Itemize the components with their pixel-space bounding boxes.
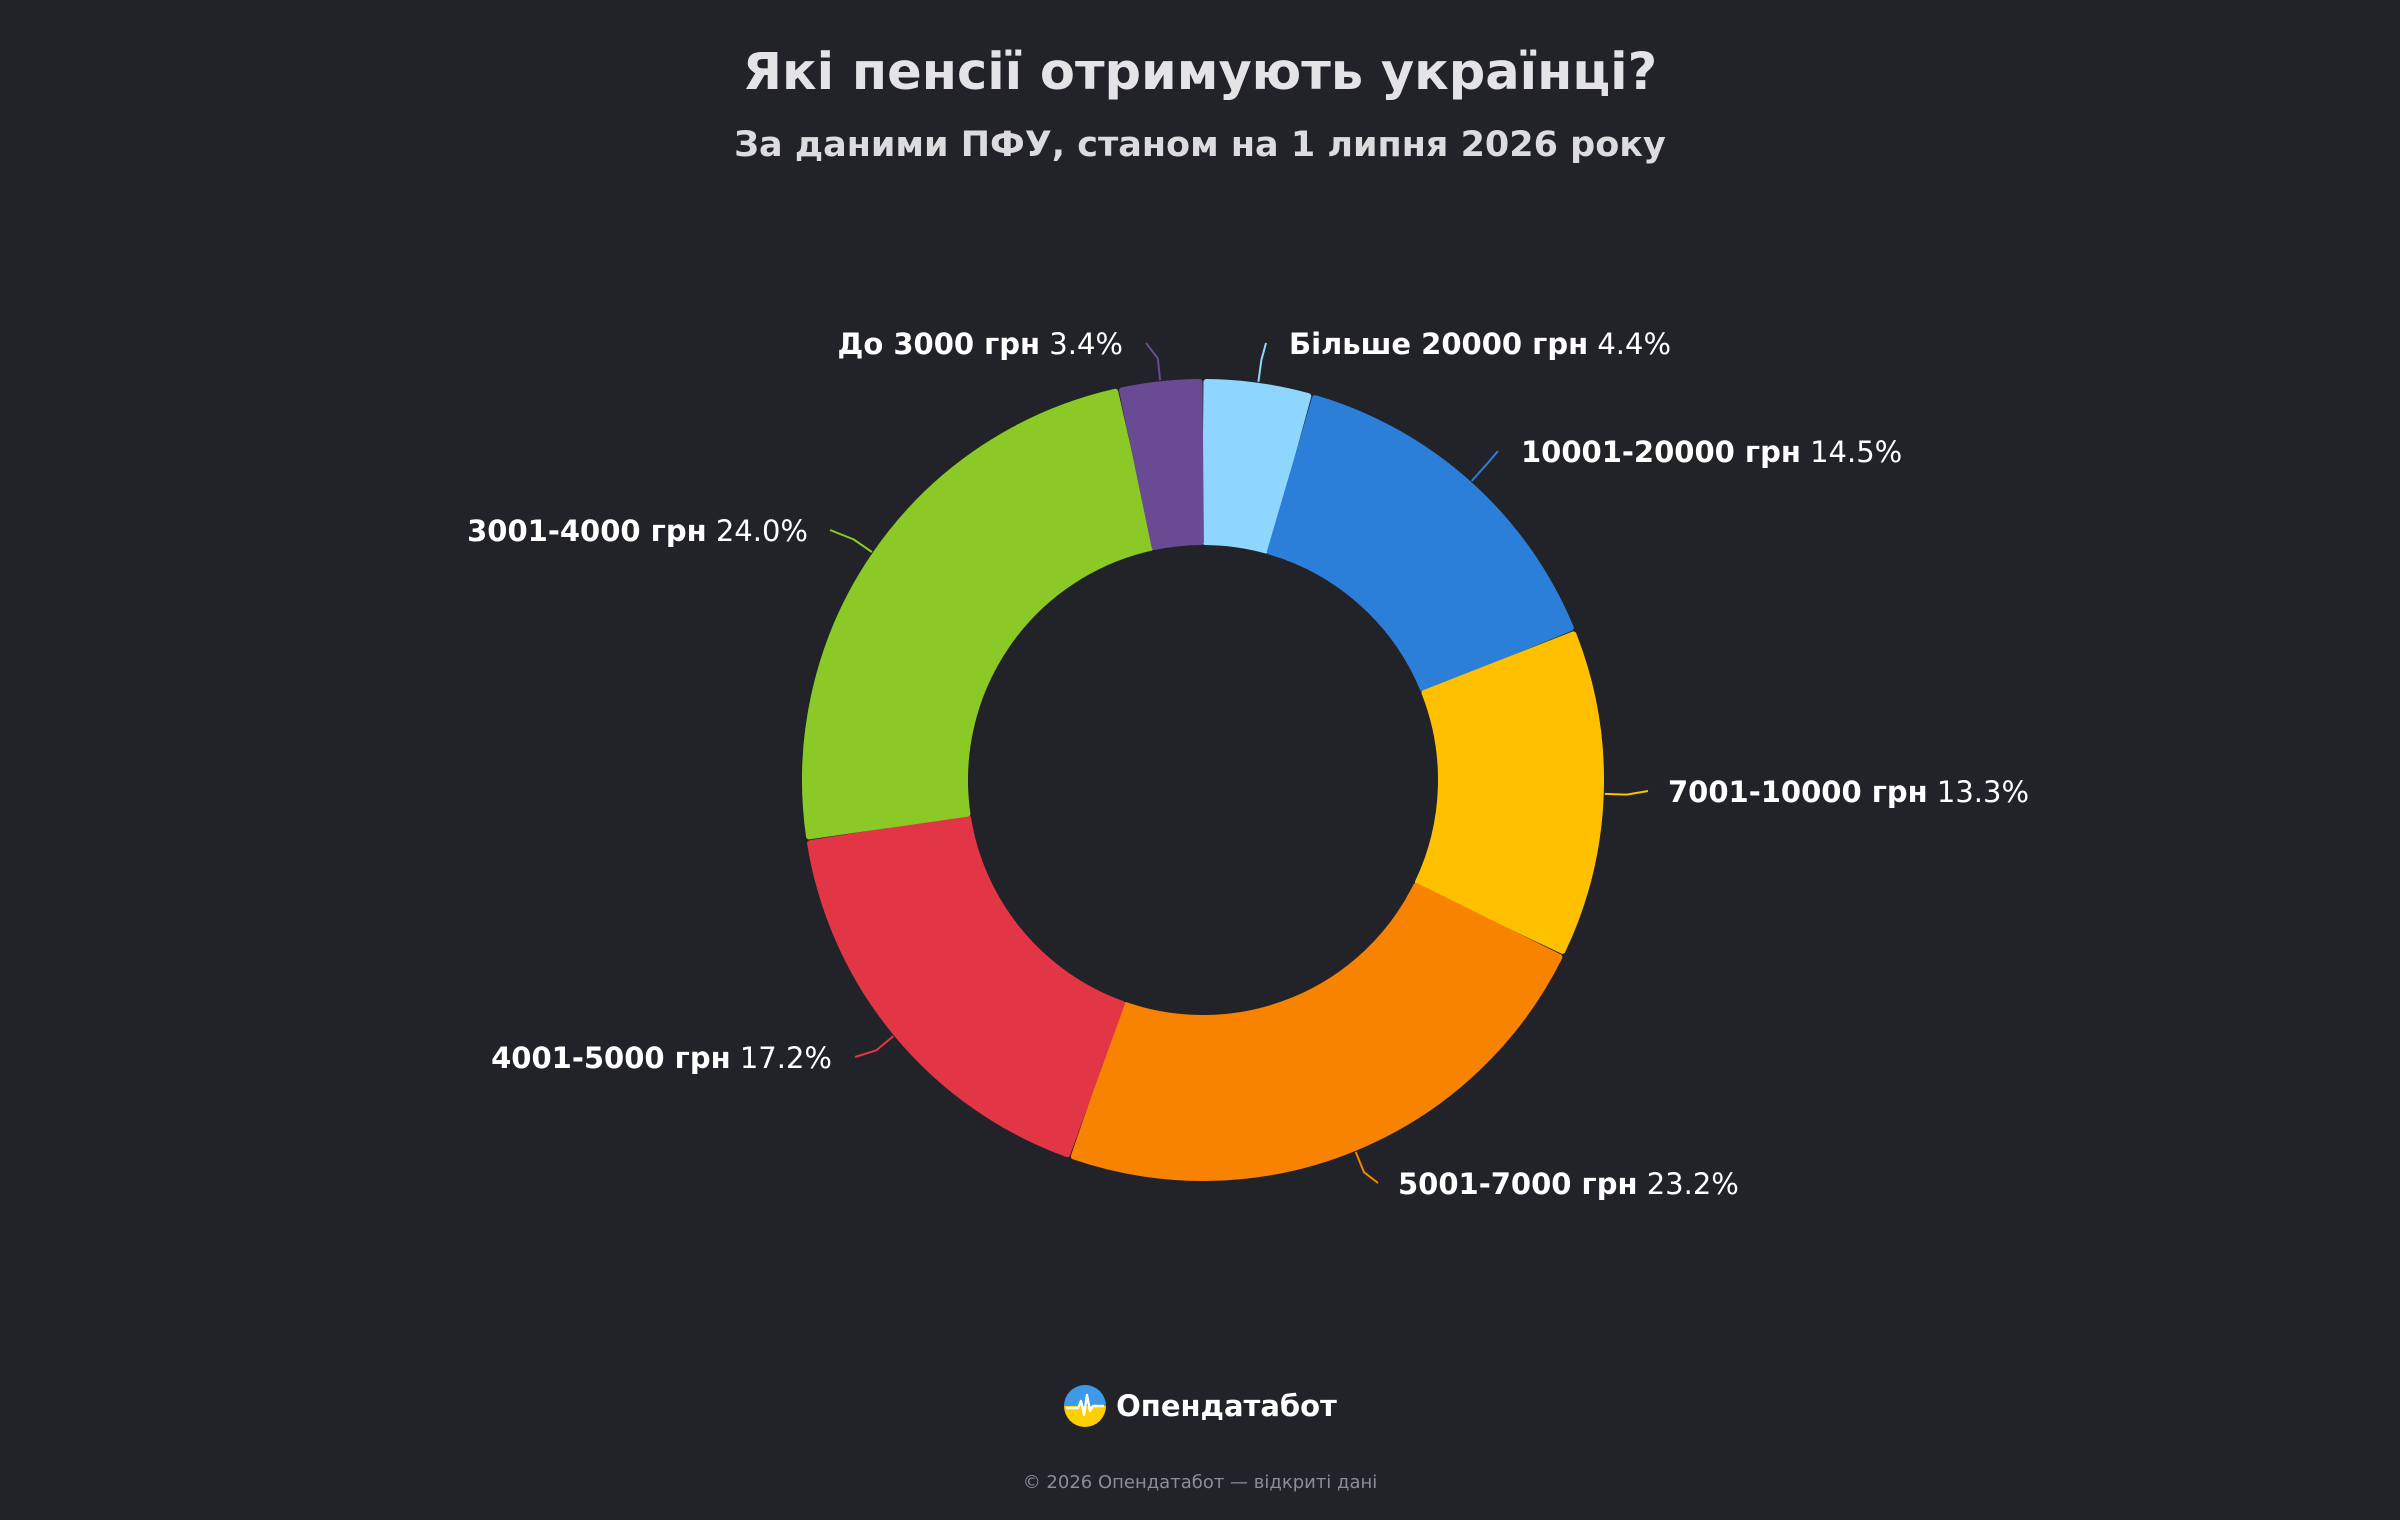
brand[interactable]: Опендатабот — [0, 1384, 2400, 1428]
slice-6[interactable] — [802, 388, 1154, 840]
slice-category-label: 5001-7000 грн — [1398, 1167, 1638, 1201]
chart-title: Які пенсії отримують українці? — [742, 43, 1658, 102]
slice-category-label: 4001-5000 грн — [491, 1041, 731, 1075]
slice-category-label: Більше 20000 грн — [1289, 327, 1588, 361]
slice-value-label: 3.4% — [1040, 327, 1123, 361]
slice-category-label: До 3000 грн — [837, 327, 1040, 361]
slice-5[interactable] — [807, 814, 1125, 1158]
slice-label-6: 3001-4000 грн 24.0% — [467, 514, 808, 548]
slice-value-label: 23.2% — [1638, 1167, 1739, 1201]
slice-category-label: 10001-20000 грн — [1521, 435, 1801, 469]
slice-label-7: До 3000 грн 3.4% — [837, 327, 1123, 361]
slice-value-label: 13.3% — [1928, 775, 2029, 809]
slice-3[interactable] — [1414, 631, 1604, 954]
leader-line-2 — [1470, 450, 1499, 482]
chart-labels: Більше 20000 грн 4.4% 10001-20000 грн 14.… — [467, 327, 2029, 1201]
ukraine-flag-heartbeat-icon — [1064, 1385, 1107, 1427]
slice-value-label: 4.4% — [1588, 327, 1671, 361]
slice-label-4: 5001-7000 грн 23.2% — [1398, 1167, 1739, 1201]
slice-label-3: 7001-10000 грн 13.3% — [1668, 775, 2029, 809]
slice-category-label: 7001-10000 грн — [1668, 775, 1928, 809]
slice-label-1: Більше 20000 грн 4.4% — [1289, 327, 1671, 361]
leader-line-7 — [1145, 342, 1162, 381]
leader-line-1 — [1257, 342, 1267, 382]
slice-4[interactable] — [1070, 882, 1563, 1181]
slice-label-5: 4001-5000 грн 17.2% — [491, 1041, 832, 1075]
leader-line-3 — [1604, 790, 1649, 796]
slice-value-label: 14.5% — [1801, 435, 1902, 469]
chart-slices — [802, 379, 1604, 1181]
leader-line-4 — [1354, 1151, 1379, 1184]
slice-7[interactable] — [1119, 379, 1204, 550]
chart-subtitle: За даними ПФУ, станом на 1 липня 2026 ро… — [734, 125, 1666, 165]
slice-value-label: 24.0% — [707, 514, 808, 548]
brand-name: Опендатабот — [1116, 1389, 1337, 1423]
footer-copyright: © 2026 Опендатабот — відкриті дані — [1022, 1472, 1378, 1493]
leader-line-5 — [854, 1035, 894, 1058]
leader-line-6 — [829, 529, 873, 553]
slice-value-label: 17.2% — [731, 1041, 832, 1075]
slice-1[interactable] — [1202, 379, 1312, 554]
slice-label-2: 10001-20000 грн 14.5% — [1521, 435, 1902, 469]
chart-leader-lines — [829, 342, 1649, 1184]
slice-2[interactable] — [1266, 395, 1574, 693]
slice-category-label: 3001-4000 грн — [467, 514, 707, 548]
